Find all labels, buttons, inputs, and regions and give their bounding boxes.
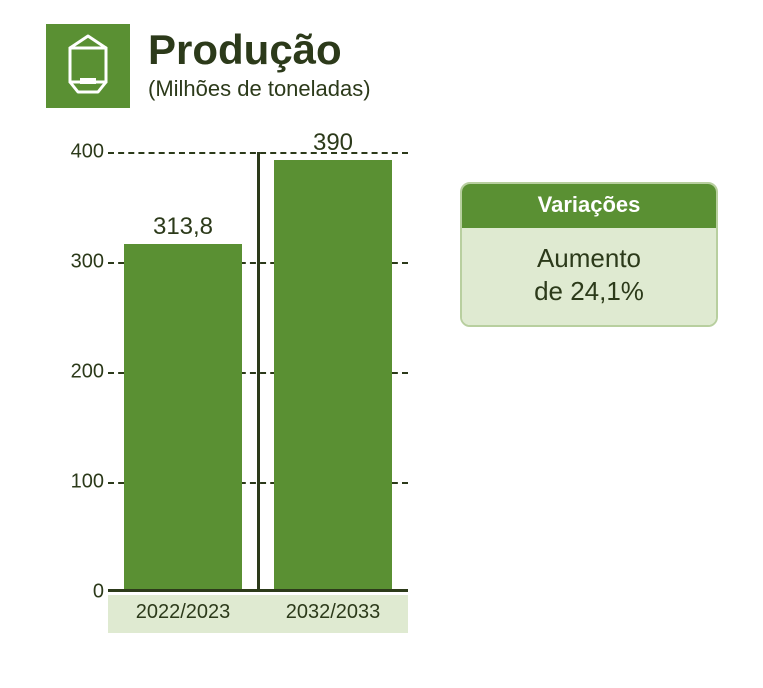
bar-value-label: 390 [313,129,353,157]
bar [274,160,392,589]
title-block: Produção (Milhões de toneladas) [148,24,371,102]
y-tick-label: 200 [71,361,104,384]
bar-value-label: 313,8 [153,213,213,241]
x-axis-base: 2022/20232032/2033 [108,595,408,633]
center-divider [257,152,260,589]
silo-icon [46,24,130,108]
x-category-label: 2032/2033 [258,595,408,633]
page-title: Produção [148,26,371,74]
header: Produção (Milhões de toneladas) [46,24,371,108]
y-tick-label: 0 [93,581,104,604]
bar-chart: 0100200300400 313,8390 2022/20232032/203… [46,152,416,652]
y-tick-label: 100 [71,471,104,494]
callout-line2: de 24,1% [534,276,644,306]
y-tick-label: 400 [71,141,104,164]
callout-line1: Aumento [537,243,641,273]
silo-svg [60,34,116,98]
page-subtitle: (Milhões de toneladas) [148,76,371,102]
y-axis: 0100200300400 [46,152,104,592]
bar [124,244,242,589]
variation-callout: Variações Aumento de 24,1% [460,182,718,327]
plot-area: 313,8390 [108,152,408,592]
callout-header: Variações [462,184,716,228]
y-tick-label: 300 [71,251,104,274]
x-category-label: 2022/2023 [108,595,258,633]
callout-body: Aumento de 24,1% [462,228,716,325]
